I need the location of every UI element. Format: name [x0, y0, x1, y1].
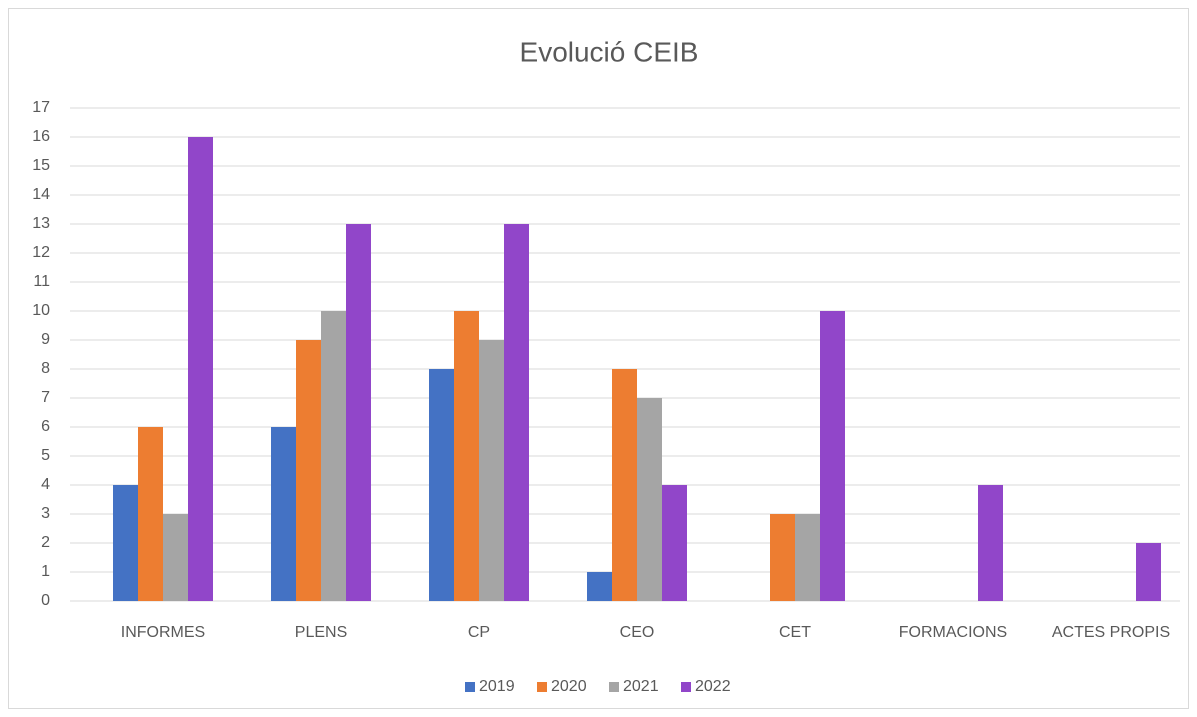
legend-label: 2019 — [479, 678, 515, 695]
legend-swatch — [465, 682, 475, 692]
bar — [113, 485, 138, 601]
y-tick-label: 2 — [41, 534, 50, 551]
bar — [163, 514, 188, 601]
y-tick-label: 4 — [41, 476, 50, 493]
bar — [429, 369, 454, 601]
legend-swatch — [681, 682, 691, 692]
x-tick-label: FORMACIONS — [899, 624, 1007, 641]
bar — [637, 398, 662, 601]
y-tick-label: 15 — [32, 157, 50, 174]
y-tick-label: 5 — [41, 447, 50, 464]
legend-label: 2022 — [695, 678, 731, 695]
bar — [587, 572, 612, 601]
y-tick-label: 11 — [33, 273, 50, 290]
y-tick-label: 8 — [41, 360, 50, 377]
chart-border — [8, 8, 1189, 709]
bar — [346, 224, 371, 601]
y-tick-label: 7 — [41, 389, 50, 406]
y-tick-label: 0 — [41, 592, 50, 609]
bar — [770, 514, 795, 601]
x-tick-label: CEO — [620, 624, 655, 641]
bar — [1136, 543, 1161, 601]
x-tick-label: CP — [468, 624, 490, 641]
bar — [662, 485, 687, 601]
y-tick-label: 17 — [32, 99, 50, 116]
bar — [479, 340, 504, 601]
legend-label: 2021 — [623, 678, 659, 695]
bar — [188, 137, 213, 601]
bar — [271, 427, 296, 601]
y-tick-label: 13 — [32, 215, 50, 232]
y-tick-label: 10 — [32, 302, 50, 319]
bar — [454, 311, 479, 601]
y-tick-label: 12 — [32, 244, 50, 261]
legend-label: 2020 — [551, 678, 587, 695]
y-tick-label: 3 — [41, 505, 50, 522]
bar — [978, 485, 1003, 601]
y-tick-label: 6 — [41, 418, 50, 435]
x-tick-label: ACTES PROPIS — [1052, 624, 1170, 641]
x-tick-label: PLENS — [295, 624, 347, 641]
x-tick-label: CET — [779, 624, 811, 641]
bar — [321, 311, 346, 601]
bar — [296, 340, 321, 601]
legend-swatch — [537, 682, 547, 692]
chart-title: Evolució CEIB — [520, 36, 699, 67]
x-tick-label: INFORMES — [121, 624, 205, 641]
y-tick-label: 1 — [41, 563, 50, 580]
bar — [795, 514, 820, 601]
y-tick-label: 9 — [41, 331, 50, 348]
bar — [138, 427, 163, 601]
y-tick-label: 14 — [32, 186, 50, 203]
bar — [820, 311, 845, 601]
bar — [504, 224, 529, 601]
bar — [612, 369, 637, 601]
y-tick-label: 16 — [32, 128, 50, 145]
legend-swatch — [609, 682, 619, 692]
